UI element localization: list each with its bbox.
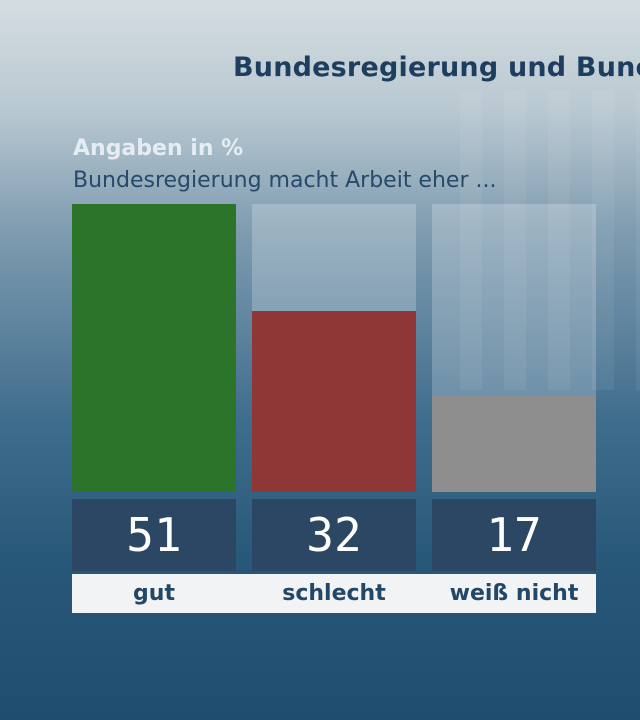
unit-note: Angaben in % — [73, 136, 244, 161]
bar-weiss-nicht — [432, 396, 596, 492]
bar-gut — [72, 204, 236, 492]
background-building-image — [460, 90, 640, 390]
bar-schlecht — [252, 311, 416, 492]
chart-title: Bundesregierung und Bunc — [233, 52, 640, 83]
category-label-gut: gut — [133, 581, 175, 606]
category-label-schlecht: schlecht — [282, 581, 386, 606]
value-label-weiss-nicht: 17 — [432, 499, 596, 571]
category-label-weiss-nicht: weiß nicht — [449, 581, 579, 606]
value-label-schlecht: 32 — [252, 499, 416, 571]
value-label-gut: 51 — [72, 499, 236, 571]
question-text: Bundesregierung macht Arbeit eher ... — [73, 168, 497, 193]
category-label-strip — [72, 574, 596, 613]
